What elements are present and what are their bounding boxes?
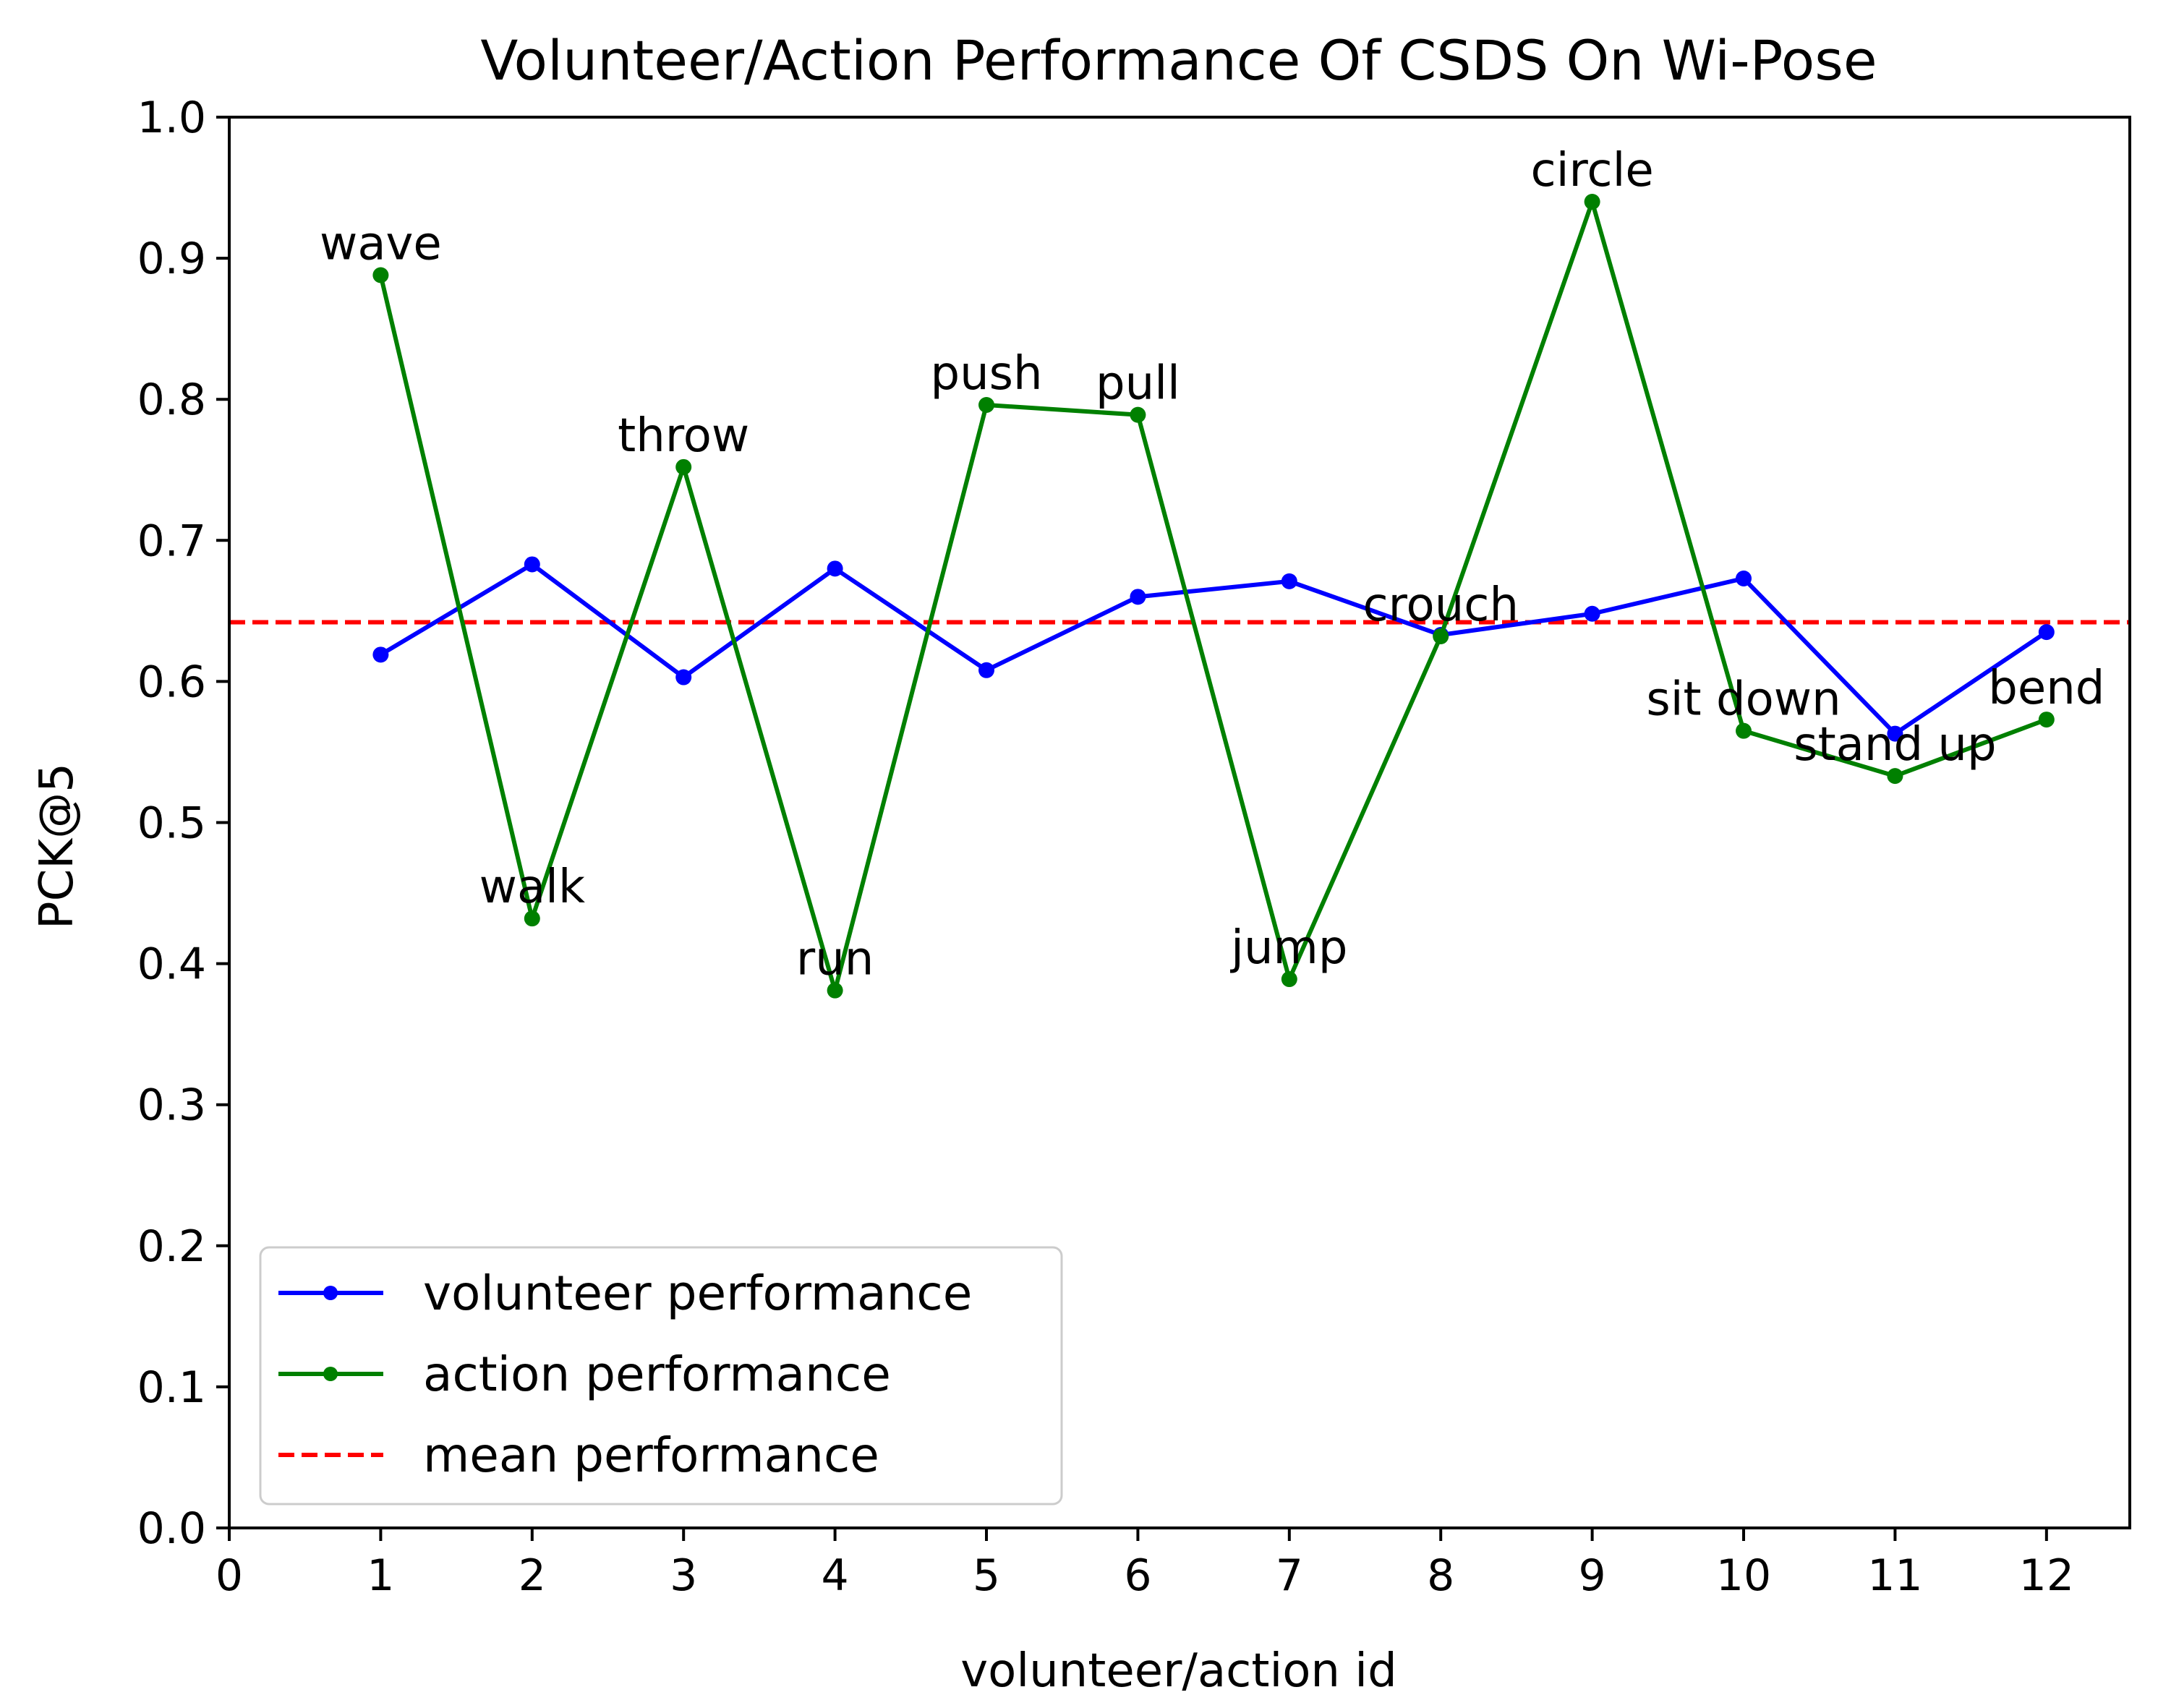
x-tick-label-1: 1 (367, 1550, 394, 1601)
series-line-action (378, 200, 2047, 993)
legend-label-action: action performance (423, 1346, 891, 1402)
x-axis: 0 1 2 3 4 5 6 7 8 9 10 11 12 (216, 1528, 2074, 1601)
legend-entry-mean: mean performance (278, 1427, 879, 1483)
annotation-jump: jump (1229, 921, 1347, 975)
y-tick-label-3: 0.3 (137, 1080, 206, 1131)
data-point-volunteer-11 (1887, 725, 1903, 742)
annotation-pull: pull (1096, 357, 1180, 411)
data-point-action-8 (1433, 628, 1449, 644)
annotation-wave: wave (320, 218, 442, 271)
y-tick-label-4: 0.4 (137, 939, 206, 990)
y-tick-label-6: 0.6 (137, 657, 206, 707)
data-point-volunteer-12 (2038, 624, 2055, 641)
annotation-circle: circle (1531, 144, 1654, 197)
plot-area (228, 116, 2131, 1529)
x-tick-label-0: 0 (216, 1550, 243, 1601)
y-tick-label-8: 0.8 (137, 375, 206, 425)
x-tick-label-7: 7 (1276, 1550, 1303, 1601)
data-point-action-9 (1584, 194, 1600, 210)
data-point-action-1 (372, 267, 389, 283)
y-tick-label-10: 1.0 (137, 93, 206, 143)
y-tick-label-2: 0.2 (137, 1221, 206, 1272)
x-tick-label-10: 10 (1716, 1550, 1771, 1601)
annotation-throw: throw (618, 409, 749, 463)
data-point-volunteer-1 (372, 646, 389, 663)
y-tick-label-9: 0.9 (137, 234, 206, 284)
data-point-action-10 (1736, 722, 1752, 739)
annotation-crouch: crouch (1362, 578, 1519, 632)
data-point-action-5 (978, 397, 995, 414)
data-point-volunteer-5 (978, 662, 995, 678)
annotation-push: push (930, 347, 1042, 401)
series-layer (372, 194, 2055, 999)
data-point-action-3 (675, 458, 692, 475)
x-tick-label-11: 11 (1867, 1550, 1922, 1601)
data-point-volunteer-9 (1584, 605, 1600, 622)
data-point-action-7 (1281, 971, 1297, 988)
data-point-action-4 (827, 982, 843, 999)
legend-marker-action (323, 1367, 338, 1381)
y-tick-label-7: 0.7 (137, 516, 206, 566)
y-tick-label-5: 0.5 (137, 798, 206, 849)
chart-title: Volunteer/Action Performance Of CSDS On … (480, 28, 1877, 93)
x-tick-label-2: 2 (519, 1550, 546, 1601)
x-axis-label: volunteer/action id (960, 1644, 1396, 1698)
annotation-sit-down: sit down (1646, 673, 1841, 727)
y-axis-label: PCK@5 (30, 763, 84, 929)
data-point-action-12 (2038, 712, 2055, 728)
legend-label-volunteer: volunteer performance (423, 1265, 972, 1321)
data-point-volunteer-6 (1130, 589, 1146, 605)
data-point-action-6 (1130, 406, 1146, 423)
x-tick-label-9: 9 (1579, 1550, 1606, 1601)
data-point-action-2 (524, 910, 540, 927)
data-point-volunteer-7 (1281, 573, 1297, 589)
x-tick-label-6: 6 (1124, 1550, 1151, 1601)
data-point-action-11 (1887, 768, 1903, 785)
y-tick-label-1: 0.1 (137, 1362, 206, 1413)
data-point-volunteer-3 (675, 669, 692, 686)
legend-label-mean: mean performance (423, 1427, 879, 1483)
y-axis: 0.0 0.1 0.2 0.3 0.4 0.5 0.6 0.7 0.8 0.9 1.0 (137, 93, 229, 1554)
legend-box (259, 1246, 1063, 1506)
series-line-volunteer (379, 562, 2048, 736)
annotation-run: run (796, 933, 874, 986)
data-point-volunteer-2 (524, 556, 540, 573)
data-point-volunteer-4 (827, 560, 843, 577)
data-point-volunteer-10 (1736, 570, 1752, 586)
annotation-bend: bend (1988, 662, 2104, 715)
y-tick-label-0: 0.0 (137, 1503, 206, 1554)
legend: volunteer performance action performance… (259, 1246, 1063, 1506)
annotation-layer: wave walk throw run push pull jump crouch circle… (320, 144, 2104, 986)
legend-entry-volunteer: volunteer performance (278, 1265, 972, 1321)
x-tick-label-4: 4 (822, 1550, 849, 1601)
legend-marker-volunteer (323, 1286, 338, 1300)
annotation-stand-up: stand up (1794, 718, 1996, 772)
x-tick-label-12: 12 (2019, 1550, 2074, 1601)
annotation-walk: walk (479, 861, 585, 914)
x-tick-label-3: 3 (670, 1550, 697, 1601)
x-tick-label-8: 8 (1427, 1550, 1454, 1601)
legend-entry-action: action performance (278, 1346, 891, 1402)
x-tick-label-5: 5 (973, 1550, 1000, 1601)
